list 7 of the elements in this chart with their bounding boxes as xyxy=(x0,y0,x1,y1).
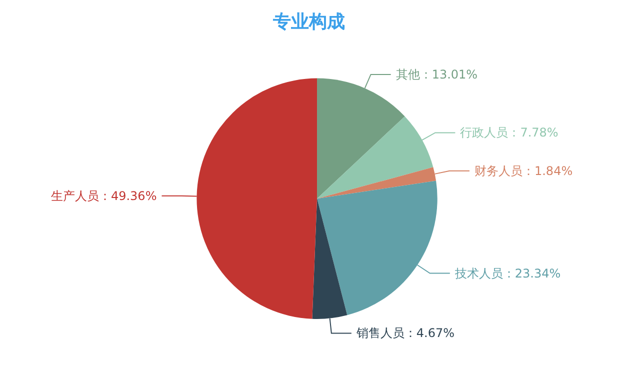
slice-label: 生产人员：49.36% xyxy=(50,188,157,203)
slice-label: 财务人员：1.84% xyxy=(474,164,573,178)
slice-label: 行政人员：7.78% xyxy=(460,126,558,140)
slice-label: 销售人员：4.67% xyxy=(355,326,455,340)
slice-label: 其他：13.01% xyxy=(396,67,478,82)
chart-title: 专业构成 xyxy=(272,12,345,32)
slice-label: 技术人员：23.34% xyxy=(454,266,561,280)
